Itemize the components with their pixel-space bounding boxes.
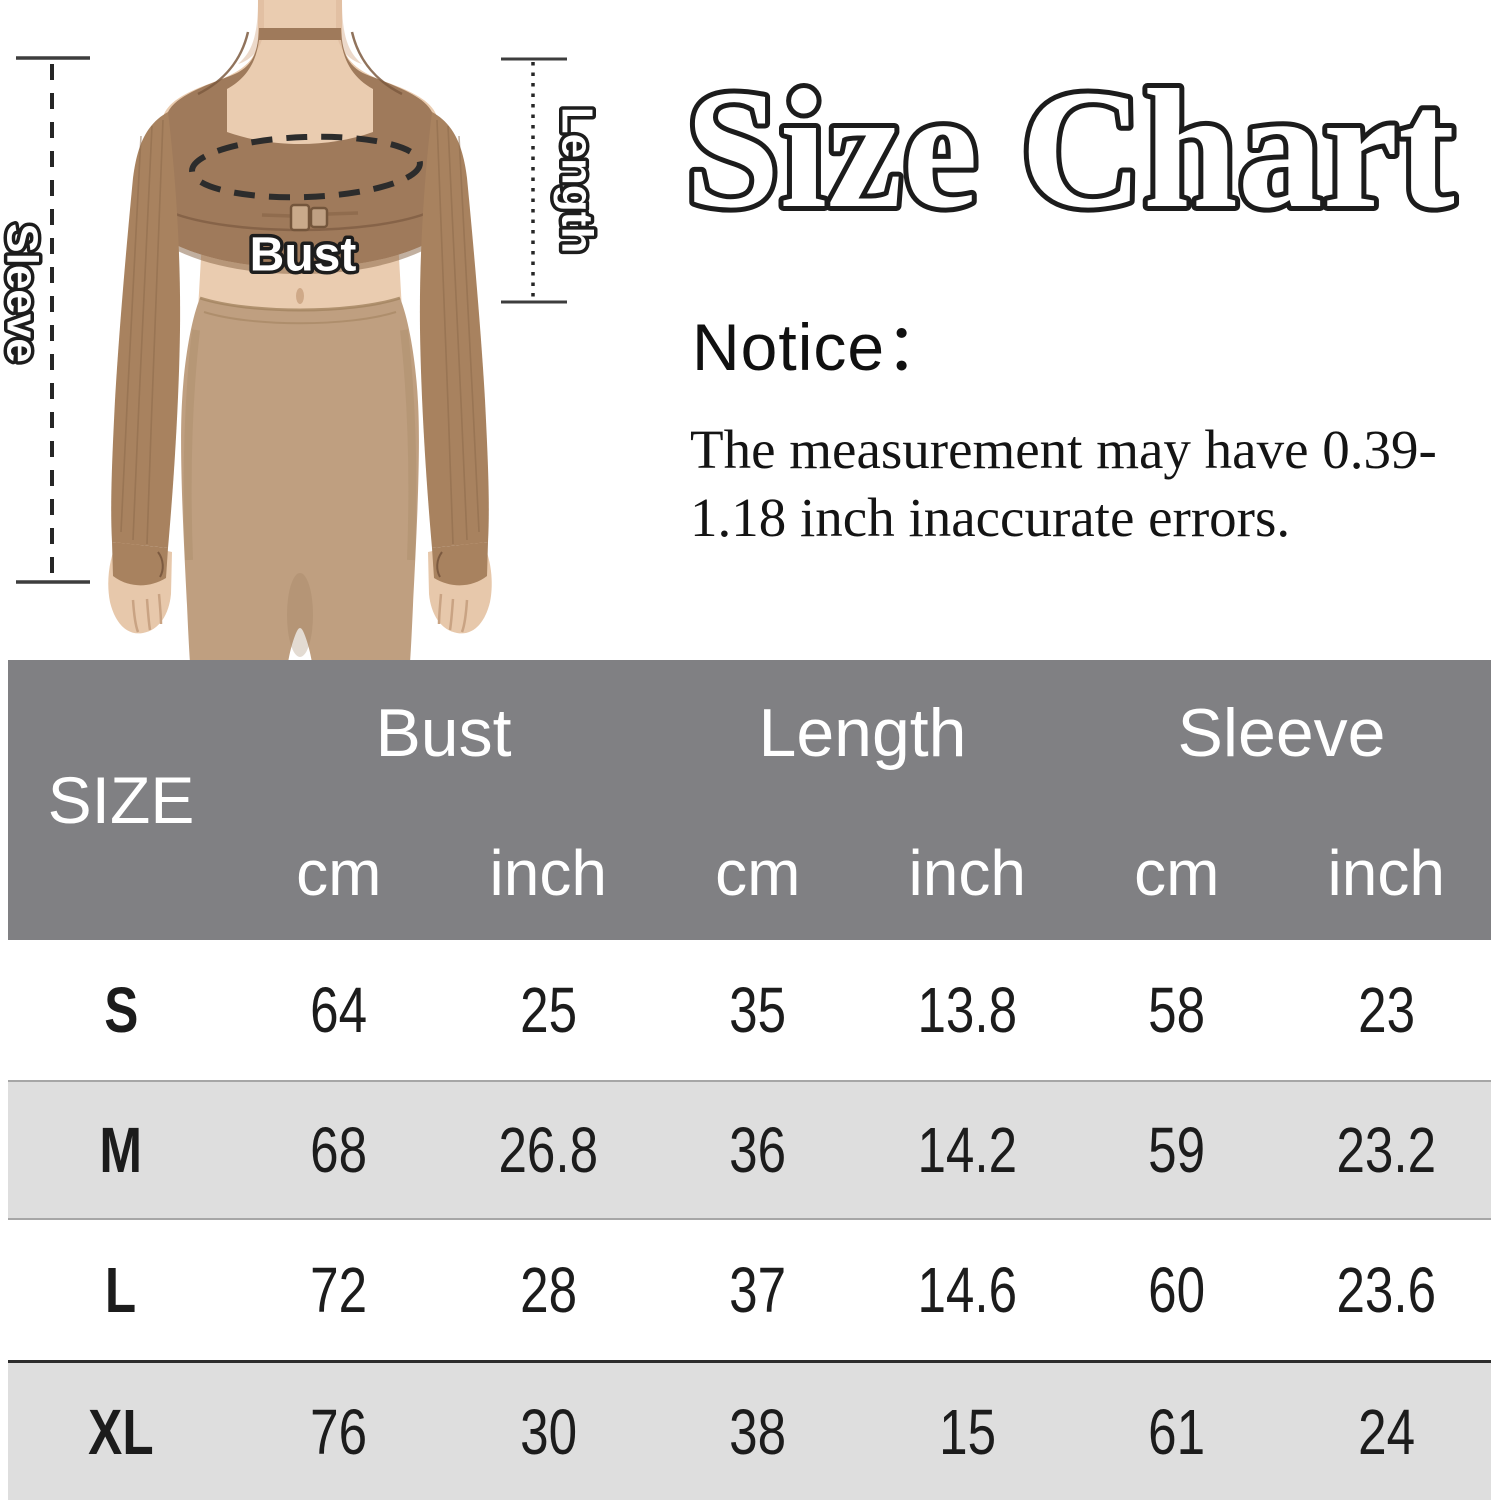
- value-cell: 24: [1357, 1395, 1415, 1468]
- size-table-header: SIZE Bust Length Sleeve cm inch cm inch …: [8, 660, 1491, 940]
- unit-header: inch: [908, 837, 1026, 909]
- value-cell: 61: [1148, 1395, 1206, 1468]
- value-cell: 13.8: [917, 974, 1018, 1046]
- unit-header: cm: [715, 837, 801, 909]
- model-photo: [108, 0, 492, 663]
- value-cell: 60: [1148, 1254, 1206, 1326]
- value-cell: 23: [1357, 974, 1415, 1046]
- page-title-graphic: Size Chart: [680, 50, 1460, 248]
- unit-header: inch: [1327, 837, 1445, 909]
- value-cell: 14.6: [917, 1254, 1018, 1326]
- size-cell: XL: [88, 1395, 154, 1468]
- sleeve-group-header: Sleeve: [1177, 695, 1386, 771]
- value-cell: 38: [729, 1395, 787, 1468]
- length-measure-line: [501, 57, 567, 304]
- value-cell: 76: [310, 1395, 368, 1468]
- size-column-header: SIZE: [47, 763, 195, 837]
- sleeve-measure-line: [16, 56, 90, 584]
- value-cell: 36: [729, 1114, 787, 1186]
- unit-header: cm: [296, 837, 382, 909]
- value-cell: 59: [1148, 1114, 1206, 1186]
- sleeve-label: Sleeve: [0, 223, 47, 362]
- bust-measure-ellipse: [189, 133, 423, 201]
- value-cell: 30: [519, 1395, 577, 1468]
- value-cell: 23.6: [1336, 1254, 1437, 1326]
- size-cell: S: [103, 974, 139, 1046]
- value-cell: 25: [519, 974, 577, 1046]
- value-cell: 15: [938, 1395, 996, 1468]
- notice-heading: Notice：: [692, 310, 953, 384]
- value-cell: 23.2: [1336, 1114, 1437, 1186]
- size-cell: L: [105, 1254, 137, 1326]
- length-label: Length: [553, 107, 602, 254]
- notice-line: The measurement may have 0.39-: [690, 419, 1437, 480]
- size-cell: M: [99, 1114, 143, 1186]
- unit-header: inch: [489, 837, 607, 909]
- value-cell: 26.8: [498, 1114, 599, 1186]
- size-table: SIZE Bust Length Sleeve cm inch cm inch …: [8, 660, 1491, 1500]
- table-row-xl: XL 76 30 38 15 61 24: [8, 1360, 1491, 1500]
- notice-line: 1.18 inch inaccurate errors.: [690, 487, 1291, 548]
- value-cell: 28: [519, 1254, 577, 1326]
- value-cell: 37: [729, 1254, 787, 1326]
- value-cell: 35: [729, 974, 787, 1046]
- value-cell: 72: [310, 1254, 368, 1326]
- table-row-l: L 72 28 37 14.6 60 23.6: [8, 1220, 1491, 1360]
- bust-label: Bust: [250, 229, 357, 282]
- value-cell: 64: [310, 974, 368, 1046]
- model-figure: Bust Sleeve Length: [0, 0, 605, 663]
- unit-header: cm: [1134, 837, 1220, 909]
- length-group-header: Length: [758, 695, 967, 771]
- table-row-s: S 64 25 35 13.8 58 23: [8, 940, 1491, 1080]
- bust-group-header: Bust: [375, 695, 512, 771]
- table-row-m: M 68 26.8 36 14.2 59 23.2: [8, 1080, 1491, 1220]
- page-title: Size Chart: [685, 55, 1455, 243]
- value-cell: 14.2: [917, 1114, 1018, 1186]
- front-buckle: [289, 203, 311, 232]
- notice-body: The measurement may have 0.39- 1.18 inch…: [690, 416, 1490, 552]
- value-cell: 68: [310, 1114, 368, 1186]
- value-cell: 58: [1148, 974, 1206, 1046]
